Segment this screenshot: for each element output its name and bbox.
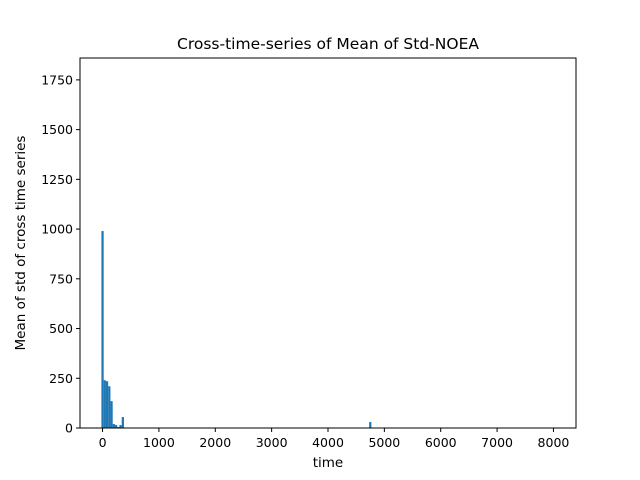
x-axis-label: time [313,455,344,471]
bar [105,381,109,428]
y-tick-label: 0 [65,421,73,436]
y-tick-label: 250 [49,371,73,386]
bar [119,425,122,428]
y-tick-label: 1750 [41,72,73,87]
x-axis: 0 1000 2000 3000 4000 5000 6000 7000 8000 [99,428,570,450]
x-tick-label: 8000 [538,435,570,450]
y-tick-label: 1500 [41,122,73,137]
bar [110,401,113,428]
x-tick-label: 1000 [143,435,175,450]
x-tick-label: 3000 [256,435,288,450]
y-tick-label: 500 [49,321,73,336]
x-tick-label: 6000 [425,435,457,450]
x-tick-label: 5000 [368,435,400,450]
y-tick-label: 1000 [41,222,73,237]
y-tick-label: 750 [49,271,73,286]
bar [101,231,104,428]
chart-title: Cross-time-series of Mean of Std-NOEA [177,35,479,53]
bar [114,425,118,428]
bar [108,386,111,428]
y-axis-label: Mean of std of cross time series [13,136,29,351]
bar [112,424,115,428]
x-tick-label: 7000 [481,435,513,450]
y-axis: 0 250 500 750 1000 1250 1500 1750 [41,72,80,436]
bar [369,422,372,428]
x-tick-label: 0 [99,435,107,450]
plot-frame [79,57,577,429]
bar [103,380,106,428]
plot-area [101,231,372,428]
bar [121,417,124,428]
y-tick-label: 1250 [41,172,73,187]
x-tick-label: 2000 [199,435,231,450]
x-tick-label: 4000 [312,435,344,450]
